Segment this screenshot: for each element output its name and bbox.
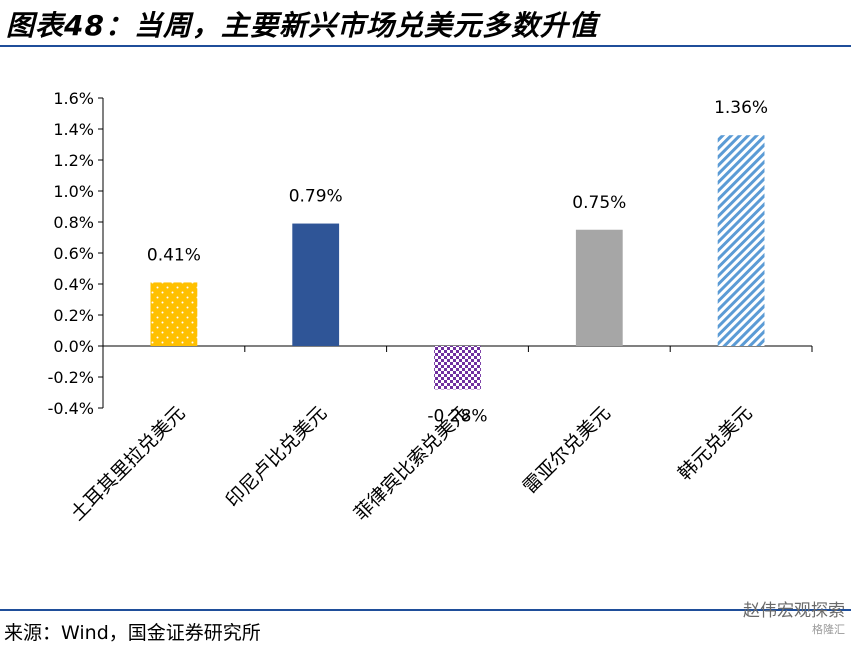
bar-5: [717, 135, 765, 346]
y-tick-label: 1.6%: [53, 89, 94, 108]
data-label: 1.36%: [714, 98, 768, 118]
data-label: 0.41%: [147, 245, 201, 265]
bar-1: [150, 282, 198, 346]
category-label: 韩元兑美元: [674, 402, 757, 485]
title-divider: [0, 45, 851, 47]
source-note: 来源：Wind，国金证券研究所: [4, 622, 261, 644]
y-tick-label: 1.0%: [53, 182, 94, 201]
bar-3: [434, 346, 481, 390]
y-tick-label: -0.4%: [48, 399, 94, 418]
axis-layer: 1.6% 1.4% 1.2% 1.0% 0.8% 0.6% 0.4% 0.2% 0.0% -0.2…: [48, 89, 813, 418]
bar-layer: [150, 135, 765, 390]
category-label: 土耳其里拉兑美元: [66, 402, 189, 525]
category-label: 雷亚尔兑美元: [519, 402, 615, 498]
category-label: 印尼卢比兑美元: [222, 402, 332, 512]
y-tick-label: 0.6%: [53, 244, 94, 263]
y-tick-label: 0.4%: [53, 275, 94, 294]
category-label: 菲律宾比索兑美元: [350, 402, 473, 525]
y-tick-label: 1.2%: [53, 151, 94, 170]
y-tick-label: 0.0%: [53, 337, 94, 356]
y-tick-label: -0.2%: [48, 368, 94, 387]
data-label: -0.28%: [427, 406, 487, 426]
watermark-sub: 格隆汇: [812, 623, 845, 636]
footer-divider: [0, 609, 851, 611]
watermark-main: 赵伟宏观探索: [743, 601, 845, 621]
data-label: 0.79%: [289, 187, 343, 207]
bar-4: [575, 229, 623, 346]
y-tick-label: 0.8%: [53, 213, 94, 232]
data-label: 0.75%: [572, 193, 626, 213]
watermark: 赵伟宏观探索 格隆汇: [743, 596, 845, 637]
bar-chart: 1.6% 1.4% 1.2% 1.0% 0.8% 0.6% 0.4% 0.2% 0.0% -0.2…: [48, 89, 813, 525]
bar-2: [292, 223, 340, 346]
chart-title: 图表48：当周，主要新兴市场兑美元多数升值: [6, 9, 598, 42]
y-tick-label: 0.2%: [53, 306, 94, 325]
y-tick-label: 1.4%: [53, 120, 94, 139]
